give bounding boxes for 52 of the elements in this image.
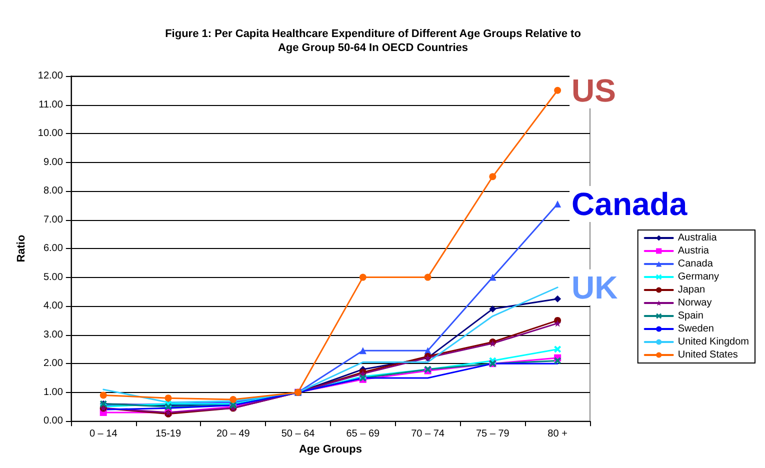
y-tick-label: 6.00	[43, 243, 64, 254]
legend-label: Spain	[678, 310, 704, 322]
y-tick-label: 2.00	[43, 358, 64, 370]
legend-label: Canada	[678, 258, 714, 270]
y-tick-label: 8.00	[43, 186, 64, 197]
annotation: Canada	[572, 186, 688, 222]
point	[554, 346, 562, 353]
y-tick-label: 7.00	[43, 214, 64, 226]
x-tick-label: 75 – 79	[476, 428, 510, 440]
x-tick-label: 65 – 69	[346, 428, 380, 440]
y-tick-label: 9.00	[43, 156, 64, 168]
point	[230, 396, 237, 404]
y-tick-label: 4.00	[43, 300, 64, 312]
y-tick-label: 1.00	[43, 386, 64, 398]
x-tick-label: 15-19	[155, 428, 182, 440]
legend-label: Germany	[678, 272, 719, 282]
point	[100, 392, 107, 399]
point	[554, 320, 562, 327]
legend-label: Austria	[678, 246, 710, 256]
legend-label: Sweden	[678, 324, 714, 334]
legend-label: Australia	[678, 232, 718, 244]
x-tick-label: 0 – 14	[89, 428, 118, 440]
point	[554, 200, 562, 208]
x-tick-label: 50 – 64	[281, 428, 316, 440]
point	[359, 274, 366, 281]
point	[554, 86, 562, 94]
y-tick-label: 0.00	[43, 416, 64, 427]
point	[489, 173, 496, 180]
point	[424, 274, 432, 281]
point	[489, 305, 496, 312]
point	[554, 357, 562, 364]
annotation: UK	[572, 269, 618, 306]
y-axis-title: Ratio	[16, 234, 28, 262]
point	[164, 394, 172, 402]
legend-label: Norway	[678, 298, 712, 308]
point	[554, 295, 562, 302]
y-tick-label: 3.00	[43, 329, 64, 340]
y-tick-label: 11.00	[38, 99, 64, 110]
chart-title: Figure 1: Per Capita Healthcare Expenditure of Different Age Groups Relative to Age Group 50-64 In OECD Countries	[165, 28, 582, 54]
x-tick-label: 70 – 74	[411, 428, 445, 440]
x-tick-label: 20 – 49	[216, 428, 250, 440]
annotation: US	[572, 72, 616, 108]
y-tick-label: 5.00	[43, 272, 64, 283]
point	[489, 274, 496, 281]
legend-label: Japan	[678, 284, 706, 296]
x-axis-title: Age Groups	[298, 444, 362, 456]
point	[359, 347, 366, 354]
x-tick-label: 80 +	[548, 428, 568, 440]
y-tick-label: 10.00	[38, 128, 64, 140]
y-tick-label: 12.00	[38, 70, 64, 82]
legend-label: United Kingdom	[678, 336, 750, 348]
legend-label: United States	[678, 350, 738, 360]
